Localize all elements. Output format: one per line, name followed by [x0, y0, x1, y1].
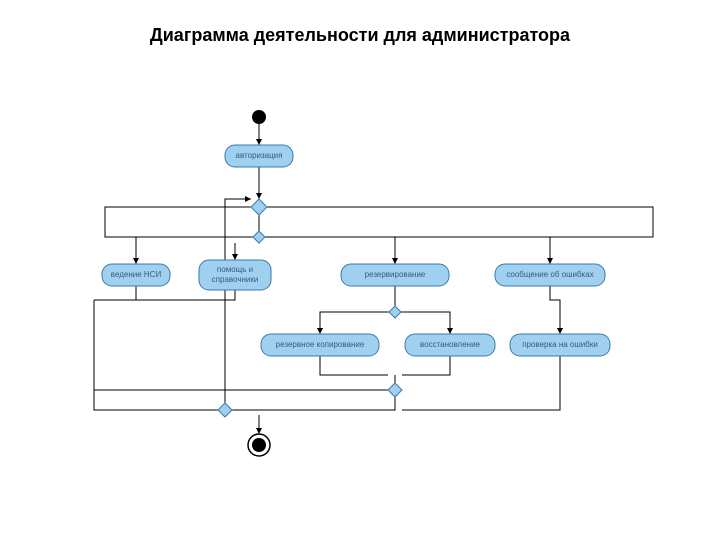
decision-node: [251, 199, 267, 215]
activity-label: сообщение об ошибках: [506, 270, 593, 279]
end-node: [252, 438, 266, 452]
edge: [320, 312, 389, 334]
activity-label: резервирование: [365, 270, 426, 279]
decision-node: [389, 306, 401, 318]
edge: [401, 312, 450, 334]
edge: [320, 356, 388, 375]
edge: [94, 286, 136, 300]
activity-label: восстановление: [420, 340, 481, 349]
activity-label: ведение НСИ: [111, 270, 162, 279]
edge: [225, 199, 251, 403]
edge: [402, 356, 450, 375]
start-node: [252, 110, 266, 124]
activity-label: справочники: [212, 275, 259, 284]
edge: [105, 207, 653, 237]
activity-diagram: авторизация ведение НСИ помощь исправочник…: [0, 0, 720, 540]
edge: [402, 356, 560, 410]
decision-node: [388, 383, 402, 397]
edge: [232, 397, 395, 410]
edge: [94, 390, 218, 410]
decision-node: [253, 231, 265, 243]
activity-label: резервное копирование: [276, 340, 365, 349]
decision-node: [218, 403, 232, 417]
edge: [550, 286, 560, 334]
activity-label: помощь и: [217, 265, 253, 274]
activity-label: авторизация: [236, 151, 283, 160]
edge: [94, 290, 235, 300]
activity-label: проверка на ошибки: [522, 340, 598, 349]
